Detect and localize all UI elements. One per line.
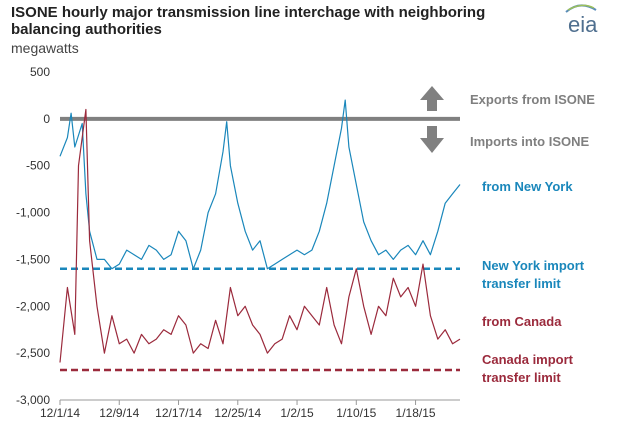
y-tick-label: -2,000 — [16, 299, 50, 313]
x-tick-label: 1/10/15 — [336, 406, 376, 420]
canada-series-label: from Canada — [482, 314, 562, 329]
y-tick-label: -1,000 — [16, 206, 50, 220]
imports-arrow-icon — [420, 126, 444, 153]
canada-limit-label-line2: transfer limit — [482, 370, 561, 385]
x-tick-label: 12/1/14 — [40, 406, 80, 420]
ny-series-label: from New York — [482, 179, 573, 194]
ny-series-line — [59, 99, 461, 270]
y-tick-label: 500 — [30, 65, 50, 79]
y-tick-label: -1,500 — [16, 252, 50, 266]
x-tick-label: 1/18/15 — [396, 406, 436, 420]
exports-arrow-icon — [420, 86, 444, 111]
ny-limit-label-line2: transfer limit — [482, 276, 561, 291]
y-tick-label: 0 — [43, 112, 50, 126]
chart-title: ISONE hourly major transmission line int… — [11, 4, 486, 38]
x-tick-label: 1/2/15 — [280, 406, 314, 420]
svg-text:eia: eia — [568, 12, 598, 37]
y-axis-units: megawatts — [11, 40, 79, 56]
x-tick-label: 12/9/14 — [99, 406, 139, 420]
canada-series-line — [59, 108, 461, 363]
x-tick-label: 12/17/14 — [155, 406, 202, 420]
imports-label: Imports into ISONE — [470, 134, 590, 149]
x-tick-label: 12/25/14 — [214, 406, 261, 420]
exports-label: Exports from ISONE — [470, 92, 595, 107]
y-tick-label: -3,000 — [16, 393, 50, 407]
eia-logo: eia — [565, 4, 598, 37]
canada-limit-label-line1: Canada import — [482, 352, 574, 367]
ny-limit-label-line1: New York import — [482, 258, 585, 273]
y-tick-label: -2,500 — [16, 346, 50, 360]
y-tick-label: -500 — [26, 159, 50, 173]
